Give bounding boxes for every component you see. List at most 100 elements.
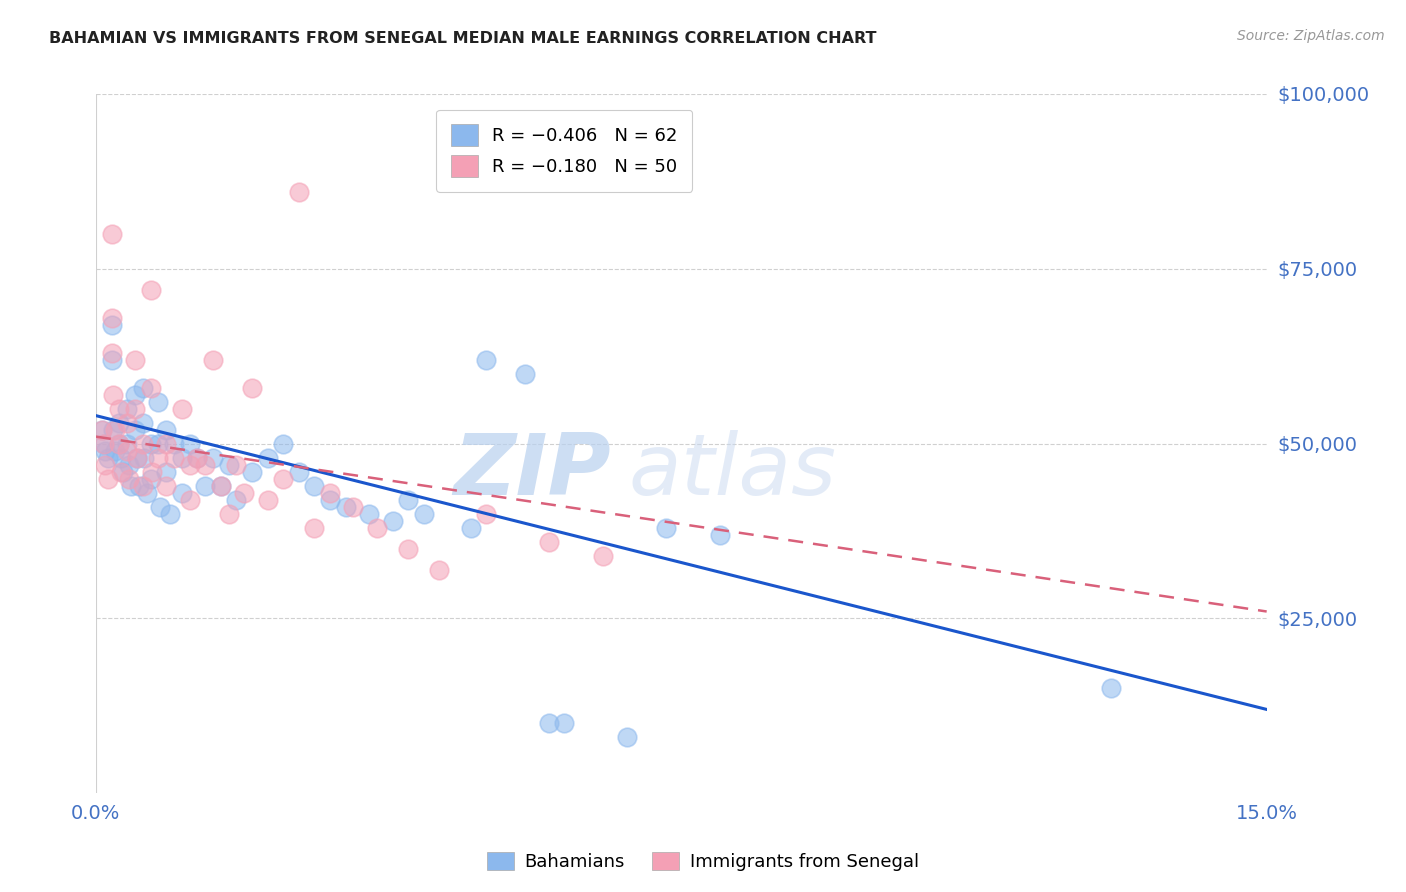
Point <box>108 401 131 416</box>
Text: atlas: atlas <box>628 430 837 513</box>
Point <box>104 423 127 437</box>
Point <box>209 478 232 492</box>
Point <box>125 450 148 465</box>
Point <box>209 478 232 492</box>
Point <box>201 352 224 367</box>
Point <box>304 478 326 492</box>
Point <box>91 423 114 437</box>
Point <box>125 450 148 465</box>
Point <box>240 381 263 395</box>
Point <box>218 458 240 472</box>
Point <box>141 465 163 479</box>
Point <box>124 387 146 401</box>
Point <box>194 478 217 492</box>
Point <box>110 465 132 479</box>
Point <box>115 416 138 430</box>
Point <box>271 472 294 486</box>
Point <box>475 352 498 367</box>
Point <box>93 436 115 450</box>
Point <box>97 472 120 486</box>
Point <box>104 443 127 458</box>
Point <box>148 436 170 450</box>
Text: Source: ZipAtlas.com: Source: ZipAtlas.com <box>1237 29 1385 43</box>
Point <box>170 450 193 465</box>
Point <box>100 310 122 325</box>
Text: ZIP: ZIP <box>453 430 612 513</box>
Point <box>319 485 342 500</box>
Point <box>139 472 162 486</box>
Point <box>100 318 122 332</box>
Point <box>120 478 142 492</box>
Point <box>149 500 172 514</box>
Point <box>170 401 193 416</box>
Point <box>225 492 247 507</box>
Point <box>110 450 132 465</box>
Point <box>256 450 278 465</box>
Legend: R = −0.406   N = 62, R = −0.180   N = 50: R = −0.406 N = 62, R = −0.180 N = 50 <box>436 110 692 192</box>
Point <box>101 423 124 437</box>
Point <box>155 465 177 479</box>
Point <box>115 401 138 416</box>
Point <box>94 458 117 472</box>
Point <box>225 458 247 472</box>
Point <box>342 500 364 514</box>
Point <box>155 478 177 492</box>
Point <box>132 478 155 492</box>
Point <box>115 436 138 450</box>
Point <box>271 436 294 450</box>
Point <box>179 492 201 507</box>
Point <box>304 520 326 534</box>
Point <box>148 450 170 465</box>
Point <box>537 534 560 549</box>
Point <box>135 485 157 500</box>
Point <box>240 465 263 479</box>
Text: BAHAMIAN VS IMMIGRANTS FROM SENEGAL MEDIAN MALE EARNINGS CORRELATION CHART: BAHAMIAN VS IMMIGRANTS FROM SENEGAL MEDI… <box>49 31 877 46</box>
Point <box>139 436 162 450</box>
Point <box>100 227 122 241</box>
Point <box>124 401 146 416</box>
Point <box>163 450 186 465</box>
Point <box>112 465 135 479</box>
Point <box>186 450 208 465</box>
Point <box>194 458 217 472</box>
Point <box>553 716 575 731</box>
Point <box>100 352 122 367</box>
Point <box>124 423 146 437</box>
Point <box>396 492 419 507</box>
Point <box>108 436 131 450</box>
Point <box>366 520 388 534</box>
Point <box>288 465 311 479</box>
Point <box>134 450 156 465</box>
Point <box>91 423 114 437</box>
Point <box>115 443 138 458</box>
Point <box>709 527 731 541</box>
Point <box>654 520 676 534</box>
Point <box>132 381 155 395</box>
Legend: Bahamians, Immigrants from Senegal: Bahamians, Immigrants from Senegal <box>479 845 927 879</box>
Point <box>97 450 120 465</box>
Point <box>475 507 498 521</box>
Point <box>616 731 638 745</box>
Point <box>179 436 201 450</box>
Point <box>128 478 150 492</box>
Point <box>124 352 146 367</box>
Point <box>256 492 278 507</box>
Point <box>427 562 450 576</box>
Point <box>335 500 357 514</box>
Point <box>515 367 537 381</box>
Point <box>218 507 240 521</box>
Point <box>412 507 434 521</box>
Point <box>381 514 404 528</box>
Point <box>288 185 311 199</box>
Point <box>170 485 193 500</box>
Point <box>201 450 224 465</box>
Point <box>132 416 155 430</box>
Point <box>319 492 342 507</box>
Point <box>1099 681 1122 696</box>
Point <box>93 436 115 450</box>
Point <box>139 283 162 297</box>
Point <box>537 716 560 731</box>
Point <box>108 436 131 450</box>
Point <box>118 458 141 472</box>
Point <box>139 381 162 395</box>
